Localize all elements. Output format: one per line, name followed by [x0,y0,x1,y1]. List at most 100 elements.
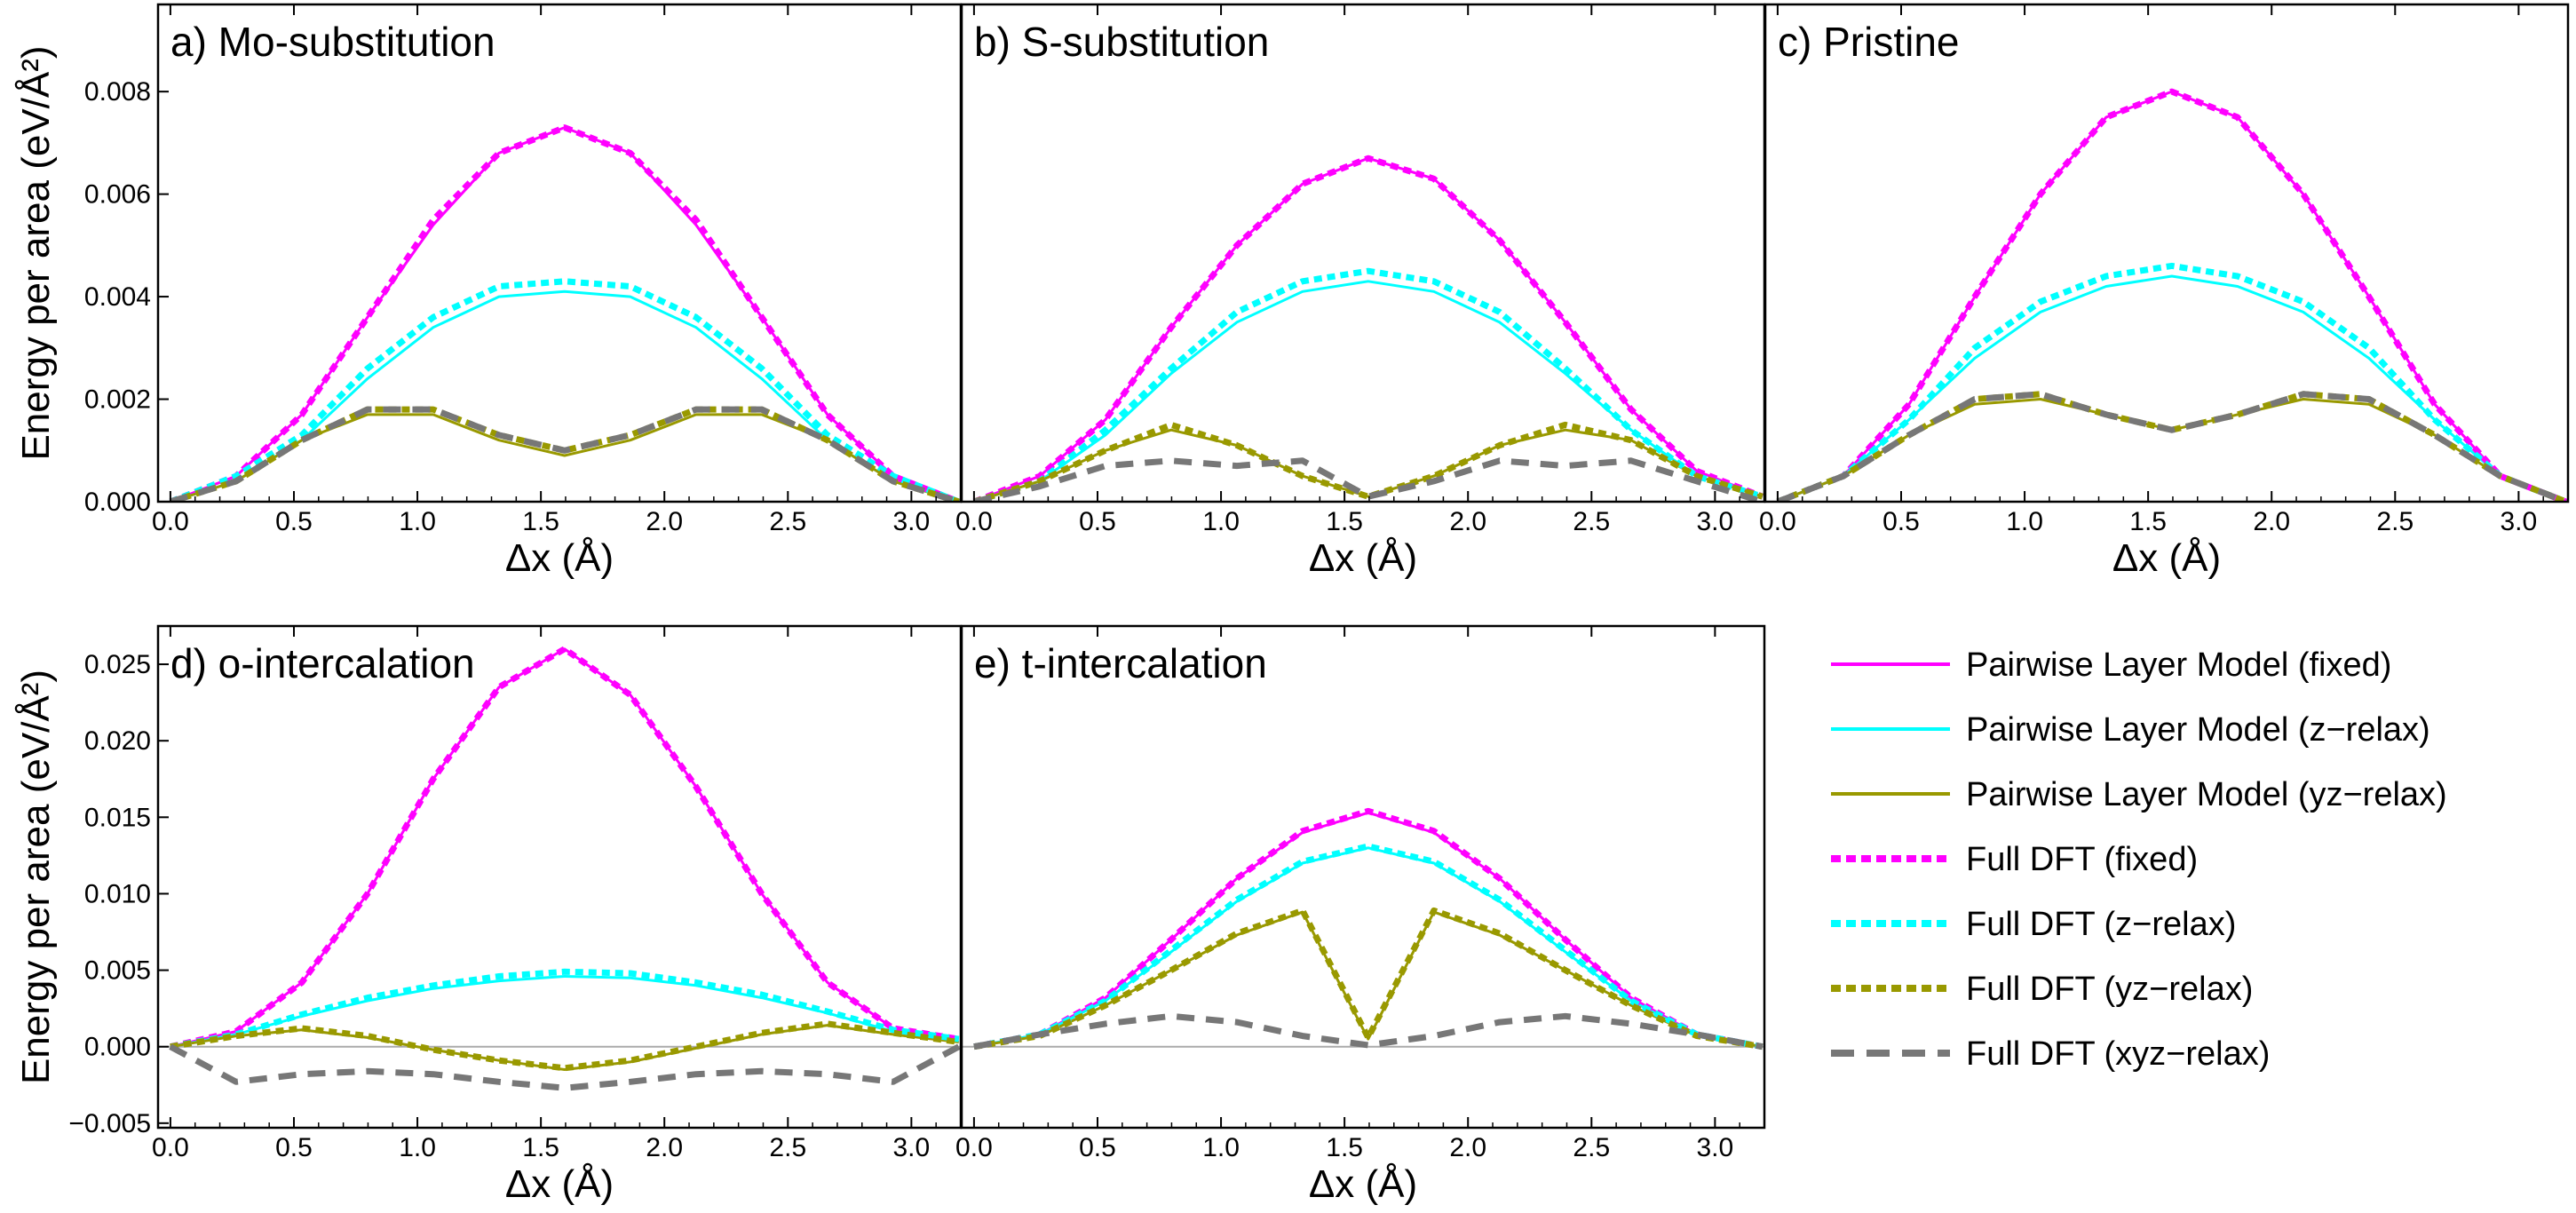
panel-title: e) t-intercalation [974,640,1267,686]
panel-title: c) Pristine [1778,19,1959,65]
legend-item: Full DFT (z−relax) [1831,906,2236,943]
legend-item: Full DFT (yz−relax) [1831,971,2253,1008]
legend-item: Pairwise Layer Model (z−relax) [1831,711,2430,749]
legend: Pairwise Layer Model (fixed) Pairwise Lay… [1831,646,2447,1073]
y-tick-label: 0.005 [84,956,151,986]
series-line-xyz_relax-dashed [1776,391,2568,502]
series-line-z_relax-dotted [973,843,1764,1050]
series-line-z_relax-dotted [170,968,960,1050]
x-axis-title: Δx (Å) [1309,1162,1417,1206]
x-tick-label: 3.0 [2501,507,2538,536]
x-tick-label: 1.5 [522,507,559,536]
panel-title: d) o-intercalation [170,640,475,686]
x-tick-label: 1.0 [2006,507,2043,536]
x-tick-label: 2.0 [1449,507,1486,536]
series-line-z_relax-solid [973,846,1764,1049]
panel-frame [960,3,1766,503]
y-tick-label: 0.000 [84,1033,151,1062]
series-line-yz_relax-dotted [972,421,1764,502]
x-tick-label: 0.5 [275,507,313,536]
x-tick-label: 0.5 [275,1133,313,1162]
series-line-z_relax-dotted [972,267,1764,502]
series-line-xyz_relax-dashed [169,1043,961,1091]
x-tick-label: 1.0 [1202,1133,1240,1162]
y-tick-label: 0.020 [84,726,151,756]
series-group [169,124,961,502]
panels: 0.0 0.5 1.0 1.5 2.0 2.5 3.00.0000.0020.0040.00… [14,3,2570,1206]
panel-a: 0.0 0.5 1.0 1.5 2.0 2.5 3.0 0.000 0.002 0.004 0.00… [14,3,963,580]
legend-label: Full DFT (z−relax) [1966,906,2236,943]
panel-c: 0.0 0.5 1.0 1.5 2.0 2.5 3.0 c) Pristine Δx (Å) [1759,3,2570,580]
legend-label: Full DFT (yz−relax) [1966,971,2253,1008]
series-line-fixed-dotted [973,807,1764,1050]
x-tick-label: 3.0 [1697,507,1734,536]
legend-label: Full DFT (xyz−relax) [1966,1035,2270,1073]
series-line-fixed-dotted [1776,88,2568,502]
legend-label: Pairwise Layer Model (fixed) [1966,646,2391,684]
panel-d: 0.0 0.5 1.0 1.5 2.0 2.5 3.0 −0.005 0.000 0.005 0.0… [14,624,963,1206]
x-tick-label: 1.5 [1326,507,1363,536]
panel-e: 0.0 0.5 1.0 1.5 2.0 2.5 3.0 e) t-intercalation Δ… [955,624,1766,1206]
x-tick-label: 1.5 [522,1133,559,1162]
x-tick-label: 1.0 [399,1133,436,1162]
y-tick-label: 0.006 [84,180,151,210]
legend-item: Pairwise Layer Model (fixed) [1831,646,2391,684]
x-axis-title: Δx (Å) [505,536,614,580]
y-tick-label: 0.008 [84,77,151,107]
x-axis-title: Δx (Å) [2112,536,2221,580]
legend-item: Full DFT (xyz−relax) [1831,1035,2270,1073]
x-tick-label: 2.0 [646,1133,683,1162]
series-line-xyz_relax-dashed [973,457,1764,502]
x-tick-label: 1.0 [399,507,436,536]
y-axis-title: Energy per area (eV/Å²) [14,670,58,1084]
x-tick-label: 2.0 [646,507,683,536]
series-line-yz_relax-dotted [973,907,1764,1050]
series-line-z_relax-dotted [169,278,961,502]
series-line-xyz_relax-dashed [169,406,960,502]
y-tick-label: 0.002 [84,385,151,415]
y-tick-label: 0.025 [84,650,151,679]
x-tick-label: 0.5 [1079,1133,1116,1162]
x-tick-label: 2.5 [769,1133,806,1162]
x-tick-label: 0.0 [152,507,189,536]
x-tick-label: 3.0 [1697,1133,1734,1162]
x-tick-label: 2.5 [769,507,806,536]
panel-frame [1764,3,2570,503]
series-group [1776,88,2568,502]
y-tick-label: 0.004 [84,282,151,312]
x-tick-label: 2.5 [1573,507,1610,536]
x-tick-label: 1.5 [2129,507,2167,536]
x-tick-label: 0.0 [955,1133,993,1162]
legend-item: Pairwise Layer Model (yz−relax) [1831,776,2447,813]
legend-label: Pairwise Layer Model (yz−relax) [1966,776,2447,813]
series-line-z_relax-solid [1777,274,2567,502]
series-line-z_relax-solid [170,289,960,502]
series-line-yz_relax-dotted [1776,391,2568,502]
x-tick-label: 0.0 [955,507,993,536]
y-tick-label: 0.000 [84,488,151,517]
series-line-fixed-solid [170,647,960,1049]
series-line-xyz_relax-dashed [973,1012,1764,1050]
x-tick-label: 2.5 [1573,1133,1610,1162]
x-tick-label: 2.0 [2253,507,2290,536]
panel-title: b) S-substitution [974,19,1269,65]
series-line-z_relax-solid [973,280,1764,502]
series-line-fixed-dotted [170,646,960,1050]
series-group [169,646,961,1091]
x-tick-label: 0.0 [1759,507,1796,536]
x-tick-label: 1.0 [1202,507,1240,536]
legend-label: Full DFT (fixed) [1966,841,2198,878]
series-line-z_relax-dotted [1776,262,2568,502]
x-tick-label: 0.0 [152,1133,189,1162]
panel-title: a) Mo-substitution [170,19,495,65]
x-tick-label: 2.5 [2376,507,2414,536]
x-tick-label: 3.0 [893,507,931,536]
x-tick-label: 1.5 [1326,1133,1363,1162]
x-tick-label: 0.5 [1882,507,1920,536]
panel-frame [156,624,963,1130]
y-axis-title: Energy per area (eV/Å²) [14,45,58,460]
series-line-fixed-dotted [972,155,1764,502]
series-line-z_relax-solid [170,975,959,1049]
y-tick-label: 0.010 [84,879,151,908]
x-tick-label: 0.5 [1079,507,1116,536]
